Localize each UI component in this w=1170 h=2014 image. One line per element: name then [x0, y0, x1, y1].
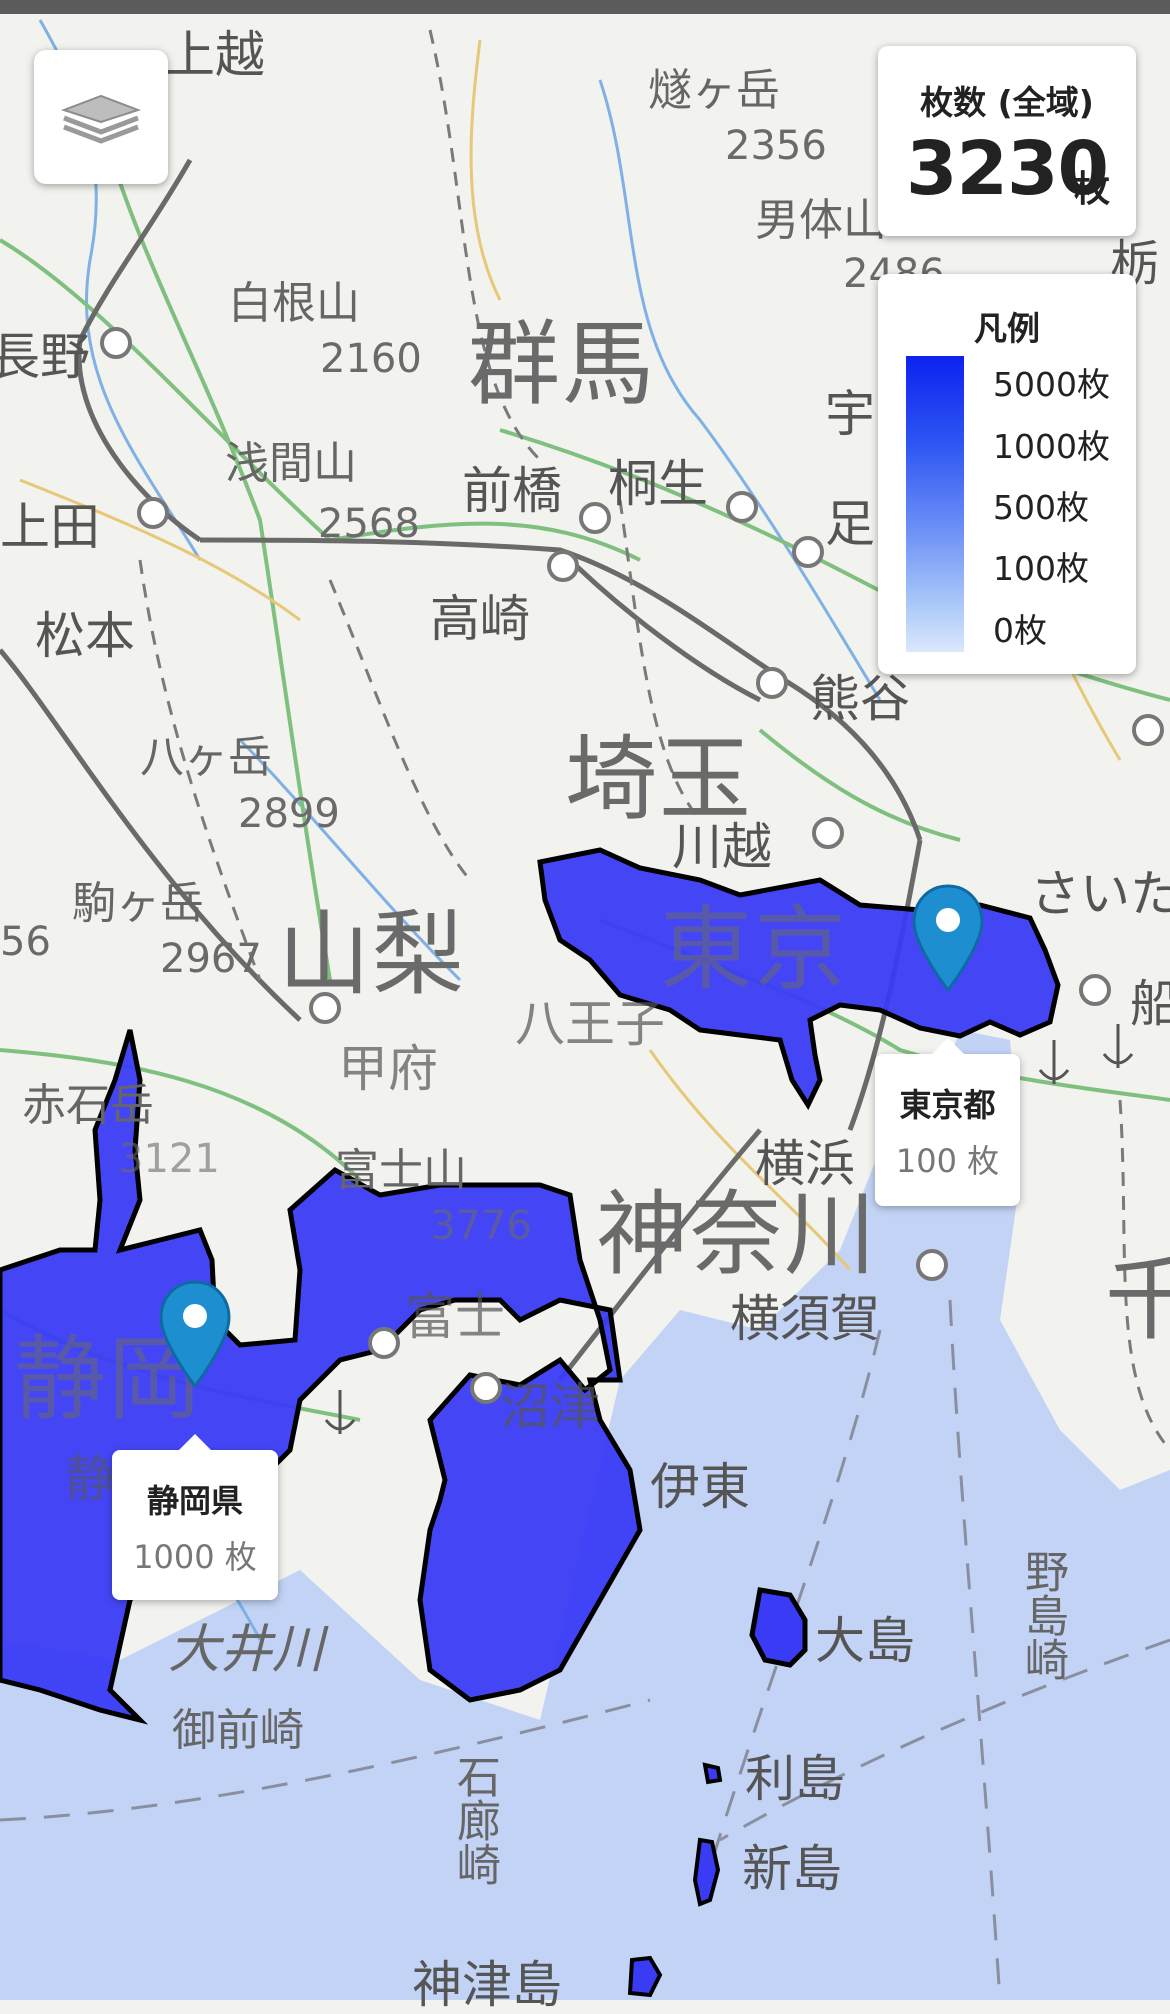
layers-icon: [60, 94, 142, 144]
city-label: 足: [825, 495, 875, 553]
city-label: 新島: [742, 1840, 842, 1898]
total-count-panel: 枚数 (全域) 3230 枚: [878, 46, 1136, 236]
city-label: 伊東: [650, 1458, 750, 1516]
railways: [0, 158, 923, 1382]
layer-switch-button[interactable]: [34, 50, 168, 184]
city-label: 横浜: [755, 1135, 855, 1193]
legend-label-100: 100枚: [993, 549, 1089, 588]
city-label: 前橋: [462, 462, 562, 520]
peak-label: 男体山: [755, 195, 887, 246]
city-label: 桐生: [608, 455, 708, 513]
elevation-label: 3121: [118, 1136, 220, 1182]
city-label: 利島: [745, 1750, 845, 1808]
shizuoka-popup[interactable]: 静岡県 1000 枚: [112, 1434, 278, 1600]
popup-region-name: 東京都: [899, 1086, 996, 1124]
city-label: 熊谷: [810, 670, 910, 728]
city-label: 船: [1130, 975, 1170, 1033]
city-label: 八王子: [515, 995, 665, 1053]
shizuoka-map-pin-icon[interactable]: [157, 1278, 233, 1390]
city-label: 富士: [405, 1288, 505, 1346]
peak-label: 御前崎: [172, 1705, 304, 1756]
island-toshima: [702, 1762, 723, 1785]
city-label: 川越: [672, 818, 772, 876]
legend-gradient-bar: [906, 356, 964, 652]
city-label: 沼津: [500, 1378, 600, 1436]
tokyo-popup[interactable]: 東京都 100 枚: [875, 1038, 1020, 1206]
popup-region-name: 静岡県: [146, 1482, 243, 1520]
pref-label-tokyo: 東京: [660, 896, 849, 1003]
city-label: 長野: [0, 328, 90, 386]
popup-region-count: 1000 枚: [133, 1538, 257, 1576]
pref-label-gunma: 群馬: [468, 311, 657, 418]
city-label: 静: [65, 1450, 115, 1508]
island-kozushima: [627, 1955, 663, 1998]
pref-label-yamanashi: 山梨: [278, 901, 467, 1008]
pref-label-saitama: 埼玉: [565, 726, 754, 833]
pref-label-shizuoka: 静岡: [14, 1326, 203, 1433]
city-label: 甲府: [338, 1040, 438, 1098]
legend-label-500: 500枚: [993, 488, 1089, 527]
city-label: さいたま: [1030, 865, 1170, 923]
pref-label-chiba: 千: [1105, 1246, 1170, 1353]
tokyo-map-pin-icon[interactable]: [910, 882, 986, 994]
anchor-icons: [324, 1024, 1134, 1434]
city-label: 上越: [165, 26, 265, 84]
city-label: 上田: [0, 498, 100, 556]
city-label: 松本: [35, 607, 135, 665]
peak-label: 白根山: [228, 278, 360, 329]
legend-label-1000: 1000枚: [993, 427, 1110, 466]
city-label: 宇: [825, 385, 875, 443]
pref-label-kanagawa: 神奈川: [596, 1181, 879, 1288]
peak-label: 駒ヶ岳: [72, 878, 204, 929]
elevation-label: 3776: [430, 1203, 532, 1249]
city-label: 高崎: [430, 590, 530, 648]
elevation-label: 56: [0, 919, 51, 965]
peak-label: 浅間山: [225, 438, 357, 489]
legend-panel: 凡例 5000枚 1000枚 500枚 100枚 0枚: [878, 274, 1136, 674]
city-label: 大島: [815, 1612, 915, 1670]
legend-title: 凡例: [974, 309, 1040, 348]
count-unit: 枚: [1074, 169, 1111, 210]
river-label: 大井川: [168, 1620, 325, 1680]
peak-label: 石廊崎: [449, 1754, 500, 1886]
city-label: 横須賀: [730, 1290, 880, 1348]
peak-label: 八ヶ岳: [140, 732, 272, 783]
legend-label-0: 0枚: [993, 611, 1047, 650]
city-label: 神津島: [412, 1956, 562, 2014]
station-markers: [100, 327, 1164, 1404]
popup-region-count: 100 枚: [895, 1142, 1000, 1180]
island-oshima: [749, 1587, 808, 1668]
peak-label: 赤石岳: [22, 1080, 154, 1131]
legend-label-5000: 5000枚: [993, 365, 1110, 404]
peak-label: 野島崎: [1017, 1549, 1068, 1681]
elevation-label: 2356: [725, 123, 827, 169]
top-status-bar: [0, 0, 1170, 14]
count-value: 3230: [906, 126, 1109, 212]
island-niijima: [692, 1837, 721, 1907]
elevation-label: 2568: [318, 501, 420, 547]
elevation-label: 2160: [320, 336, 422, 382]
count-title: 枚数 (全域): [920, 83, 1094, 122]
borders: [138, 29, 1170, 1451]
elevation-label: 2899: [238, 791, 340, 837]
peak-label: 燧ヶ岳: [648, 65, 780, 116]
peak-label: 富士山: [335, 1145, 467, 1196]
elevation-label: 2967: [160, 936, 262, 982]
